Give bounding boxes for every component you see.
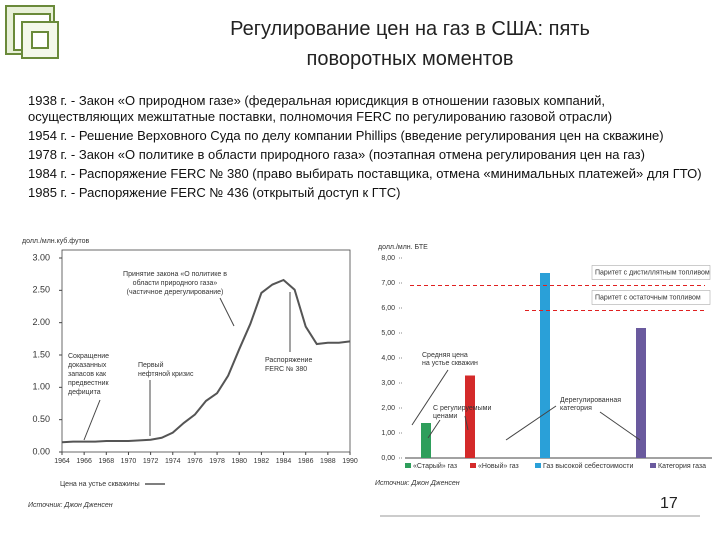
annotation: дефицита (68, 389, 101, 396)
x-tick-label: 1986 (298, 458, 314, 465)
x-tick-label: 1966 (76, 458, 92, 465)
x-tick-label: 1988 (320, 458, 336, 465)
arrow (464, 415, 469, 431)
x-tick-label: 1968 (99, 458, 115, 465)
annotation: FERC № 380 (265, 366, 307, 373)
y-tick-label: 1.00 (32, 382, 50, 392)
y-tick-label: 8,00 (381, 255, 395, 262)
label-box (591, 265, 711, 280)
y-tick-label: 0.00 (32, 446, 50, 456)
x-tick-label: 1984 (276, 458, 292, 465)
logo (5, 5, 59, 59)
plot-frame (61, 249, 351, 453)
annotation: доказанных (68, 362, 107, 369)
annotation: Дерегулированная (560, 397, 621, 404)
annotation: категория (560, 405, 592, 412)
item-list: 1938 г. - Закон «О природном газе» (феде… (28, 93, 708, 204)
y-tick-label: 4,00 (381, 355, 395, 362)
annotation: ценами (433, 413, 457, 420)
price-line (61, 278, 351, 444)
y-axis-label: долл./млн. БТЕ (378, 244, 428, 251)
arrow (505, 405, 557, 441)
legend-swatch (535, 463, 541, 468)
annotation: С регулируемыми (433, 405, 491, 412)
item: 1985 г. - Распоряжение FERC № 436 (откры… (28, 185, 401, 200)
item: 1984 г. - Распоряжение FERC № 380 (право… (28, 166, 702, 181)
y-tick-label: 1.50 (32, 349, 50, 359)
annotation: (частичное дерегулирование) (127, 289, 224, 296)
annotation: Первый (138, 361, 164, 369)
y-tick-label: 0.50 (32, 414, 50, 424)
annotation: Средняя цена (422, 352, 468, 359)
page-number: 17 (660, 495, 678, 512)
item: 1938 г. - Закон «О природном газе» (феде… (28, 93, 613, 124)
bar (636, 328, 646, 458)
x-tick-label: 1980 (231, 458, 247, 465)
legend-swatch (405, 463, 411, 468)
arrow (219, 297, 235, 327)
legend-swatch (650, 463, 656, 468)
arrow (83, 399, 101, 441)
x-tick-label: 1982 (254, 458, 270, 465)
x-tick-label: 1990 (342, 458, 358, 465)
source: Источник: Джон Дженсен (375, 480, 460, 487)
reference-label: Паритет с остаточным топливом (595, 294, 701, 301)
annotation: области природного газа» (133, 279, 218, 287)
y-tick-label: 3,00 (381, 380, 395, 387)
arrow (427, 419, 441, 439)
annotation: Распоряжение (265, 357, 312, 364)
arrow (411, 369, 449, 426)
item: 1954 г. - Решение Верховного Суда по дел… (28, 128, 664, 143)
y-tick-label: 5,00 (381, 330, 395, 337)
legend-label: Газ высокой себестоимости (543, 462, 633, 470)
annotation: Сокращение (68, 353, 109, 360)
slide-title: Регулирование цен на газ в США: пять пов… (230, 18, 590, 70)
y-tick-label: 3.00 (32, 252, 50, 262)
y-tick-label: 1,00 (381, 430, 395, 437)
label-box (591, 290, 711, 305)
annotation: предвестник (68, 380, 110, 387)
y-tick-label: 0,00 (381, 455, 395, 462)
reference-label: Паритет с дистиллятным топливом (595, 269, 710, 276)
x-tick-label: 1976 (187, 458, 203, 465)
y-tick-label: 2.00 (32, 317, 50, 327)
x-tick-label: 1970 (121, 458, 137, 465)
annotation: на устье скважин (422, 360, 478, 367)
arrow (599, 411, 641, 441)
legend-label: Цена на устье скважины (60, 481, 140, 488)
x-tick-label: 1978 (209, 458, 225, 465)
y-tick-label: 6,00 (381, 305, 395, 312)
legend-label: Категория газа (658, 463, 706, 470)
y-tick-label: 2,00 (381, 405, 395, 412)
x-tick-label: 1972 (143, 458, 159, 465)
annotation: запасов как (68, 371, 107, 378)
annotation: нефтяной кризис (138, 370, 194, 378)
y-axis-label: долл./млн.куб.футов (22, 237, 89, 245)
legend-label: «Новый» газ (478, 462, 519, 470)
y-tick-label: 2.50 (32, 285, 50, 295)
bar (540, 273, 550, 458)
x-tick-label: 1964 (54, 458, 70, 465)
bar (421, 423, 431, 458)
annotation: Принятие закона «О политике в (123, 271, 227, 278)
y-tick-label: 7,00 (381, 280, 395, 287)
legend-label: «Старый» газ (413, 462, 457, 470)
legend-swatch (470, 463, 476, 468)
item: 1978 г. - Закон «О политике в области пр… (28, 147, 645, 162)
x-tick-label: 1974 (165, 458, 181, 465)
source: Источник: Джон Дженсен (28, 502, 113, 509)
bar (465, 375, 475, 458)
